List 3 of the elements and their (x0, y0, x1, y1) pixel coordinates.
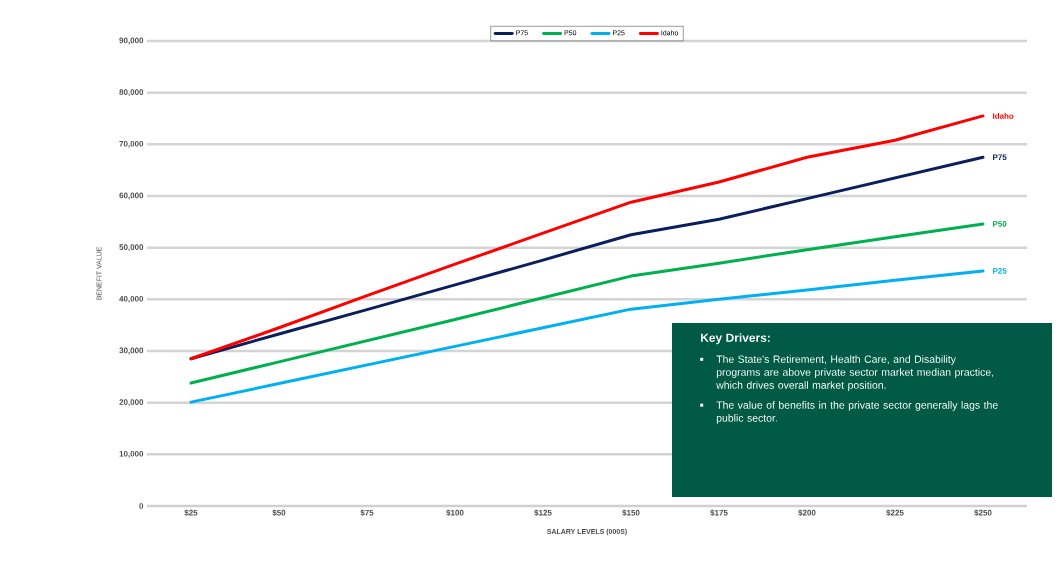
annotation: The value of benefits in the private sector generally lags the public sector. (716, 401, 998, 424)
annotation: The State's Retirement, Health Care, and Disability programs are above private sector market median practice, which drives overall market position. (716, 355, 994, 391)
annotation: Key Drivers: (701, 333, 770, 345)
